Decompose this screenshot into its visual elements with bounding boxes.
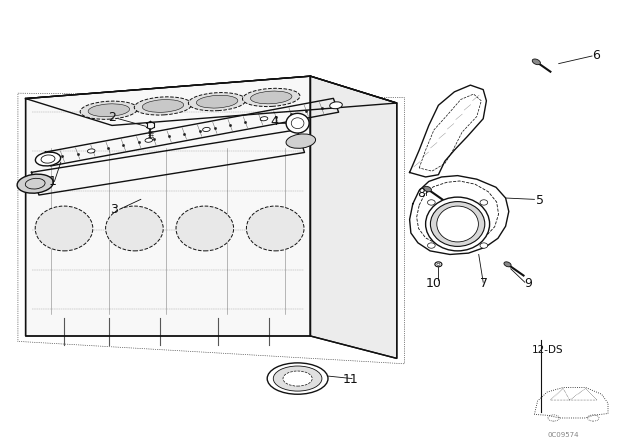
Text: 2: 2 [108, 111, 116, 124]
Ellipse shape [176, 206, 234, 251]
Ellipse shape [283, 371, 312, 386]
Ellipse shape [243, 88, 300, 107]
Text: 3: 3 [110, 203, 118, 216]
Text: 11: 11 [343, 373, 358, 387]
Polygon shape [26, 76, 310, 336]
Ellipse shape [430, 202, 485, 246]
Ellipse shape [88, 149, 95, 153]
Ellipse shape [268, 363, 328, 394]
Ellipse shape [145, 138, 152, 142]
Ellipse shape [106, 206, 163, 251]
Ellipse shape [330, 102, 342, 109]
Text: 10: 10 [426, 276, 442, 290]
Text: 12-DS: 12-DS [532, 345, 564, 355]
Ellipse shape [286, 113, 309, 133]
Text: 7: 7 [481, 276, 488, 290]
Ellipse shape [480, 200, 488, 205]
Ellipse shape [424, 186, 431, 192]
Text: 9: 9 [524, 276, 532, 290]
Ellipse shape [428, 200, 435, 205]
Ellipse shape [436, 206, 479, 242]
Polygon shape [31, 130, 305, 195]
Polygon shape [310, 76, 397, 358]
Text: 1: 1 [49, 175, 56, 188]
Text: 8: 8 [417, 187, 425, 200]
Ellipse shape [203, 127, 210, 132]
Text: 5: 5 [536, 194, 543, 207]
Ellipse shape [426, 197, 490, 251]
Ellipse shape [260, 116, 268, 121]
Ellipse shape [188, 93, 246, 111]
Ellipse shape [142, 99, 184, 112]
Ellipse shape [435, 262, 442, 267]
Ellipse shape [80, 101, 138, 119]
Text: 6: 6 [593, 48, 600, 62]
Ellipse shape [35, 206, 93, 251]
Text: 4: 4 [270, 115, 278, 129]
Ellipse shape [17, 174, 53, 193]
Ellipse shape [134, 97, 192, 115]
Ellipse shape [250, 91, 292, 104]
Polygon shape [26, 76, 397, 125]
Ellipse shape [286, 134, 316, 148]
Ellipse shape [428, 243, 435, 248]
Text: 0C09574: 0C09574 [547, 431, 579, 438]
Ellipse shape [196, 95, 238, 108]
Ellipse shape [532, 59, 540, 65]
Ellipse shape [88, 104, 129, 116]
Ellipse shape [480, 243, 488, 248]
Ellipse shape [273, 366, 322, 391]
Ellipse shape [35, 152, 61, 166]
Ellipse shape [246, 206, 304, 251]
Ellipse shape [504, 262, 511, 267]
